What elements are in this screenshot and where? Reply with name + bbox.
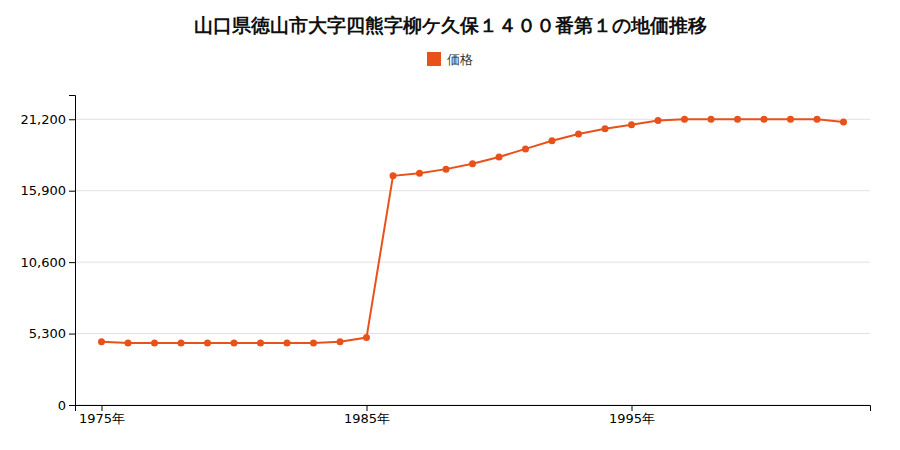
point [98, 338, 105, 345]
tick: 5,300 [29, 326, 75, 341]
point [734, 116, 741, 123]
point [151, 340, 158, 347]
point [416, 170, 423, 177]
point [178, 340, 185, 347]
point [708, 116, 715, 123]
tick-label: 0 [58, 398, 66, 413]
point [125, 340, 132, 347]
tick-mark [102, 405, 103, 411]
tick-mark [69, 262, 75, 263]
tick-label: 1975年 [79, 411, 125, 426]
chart: 山口県徳山市大字四熊字柳ケ久保１４００番第１の地価推移 1975年 1985年 199… [0, 0, 900, 450]
point [655, 117, 662, 124]
point [681, 116, 688, 123]
tick-mark [69, 191, 75, 192]
point [522, 145, 529, 152]
axis-line [76, 406, 871, 412]
point [496, 154, 503, 161]
point [469, 160, 476, 167]
y-axis: 0 5,300 10,600 15,900 21,200 [21, 96, 76, 413]
tick-label: 1995年 [609, 411, 655, 426]
point [443, 166, 450, 173]
grid [75, 119, 870, 405]
tick-label: 21,200 [21, 112, 67, 127]
point [814, 116, 821, 123]
tick-label: 15,900 [21, 183, 67, 198]
legend-item: 価格 [427, 52, 473, 67]
tick: 0 [58, 398, 75, 413]
point [204, 340, 211, 347]
tick-mark [632, 405, 633, 411]
tick: 1995年 [609, 405, 655, 426]
point [284, 340, 291, 347]
tick-mark [367, 405, 368, 411]
point [310, 340, 317, 347]
point [840, 118, 847, 125]
grid-line [75, 190, 870, 191]
plot: 1975年 1985年 1995年 0 5,300 10,600 15,900 21,200 [21, 96, 871, 427]
point [390, 172, 397, 179]
axis-line [69, 96, 76, 406]
tick-mark [69, 405, 75, 406]
point [337, 338, 344, 345]
point [602, 125, 609, 132]
tick: 21,200 [21, 112, 76, 127]
line [102, 119, 844, 343]
point [363, 334, 370, 341]
point [575, 131, 582, 138]
point [257, 340, 264, 347]
point [761, 116, 768, 123]
grid-line [75, 262, 870, 263]
legend-label: 価格 [447, 52, 473, 67]
legend-swatch [427, 52, 441, 66]
tick-label: 5,300 [29, 326, 66, 341]
point [549, 137, 556, 144]
tick: 15,900 [21, 183, 76, 198]
tick: 1985年 [344, 405, 390, 426]
point [628, 121, 635, 128]
marks [98, 116, 847, 347]
tick: 10,600 [21, 255, 76, 270]
x-axis: 1975年 1985年 1995年 [76, 405, 871, 426]
tick-mark [69, 119, 75, 120]
tick-mark [69, 334, 75, 335]
title: 山口県徳山市大字四熊字柳ケ久保１４００番第１の地価推移 [194, 14, 707, 36]
legend: 価格 [427, 52, 473, 67]
tick: 1975年 [79, 405, 125, 426]
grid-line [75, 333, 870, 334]
tick-label: 1985年 [344, 411, 390, 426]
tick-label: 10,600 [21, 255, 67, 270]
point [231, 340, 238, 347]
point [787, 116, 794, 123]
